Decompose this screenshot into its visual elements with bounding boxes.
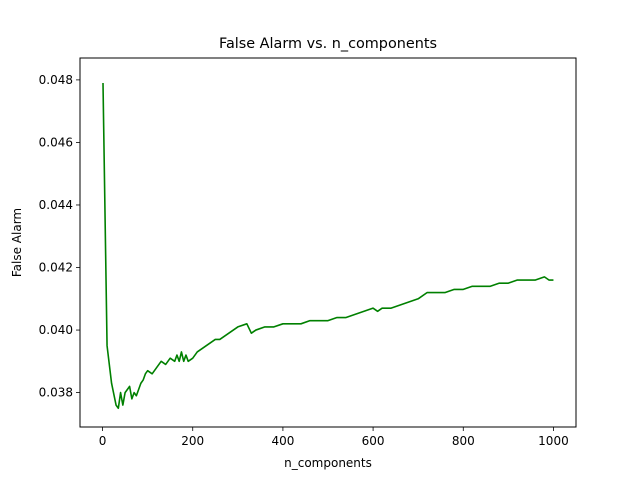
y-tick-label: 0.044 xyxy=(39,198,73,212)
y-axis-label: False Alarm xyxy=(10,208,24,277)
y-tick-label: 0.046 xyxy=(39,135,73,149)
chart-title: False Alarm vs. n_components xyxy=(219,36,437,52)
x-tick-label: 600 xyxy=(362,434,385,448)
x-tick-label: 0 xyxy=(99,434,107,448)
y-tick-label: 0.048 xyxy=(39,73,73,87)
plot-frame xyxy=(79,57,577,428)
x-tick-label: 1000 xyxy=(538,434,569,448)
axis-ticks: 0 200 400 600 800 1000 0.038 0.040 0.042 0.044 0.0… xyxy=(39,73,569,448)
x-tick-label: 800 xyxy=(452,434,475,448)
x-axis-label: n_components xyxy=(284,456,372,470)
y-tick-label: 0.042 xyxy=(39,261,73,275)
series-line-0 xyxy=(102,83,554,410)
x-tick-label: 200 xyxy=(181,434,204,448)
plot-area xyxy=(102,83,554,410)
y-tick-label: 0.038 xyxy=(39,386,73,400)
x-tick-label: 400 xyxy=(271,434,294,448)
y-tick-label: 0.040 xyxy=(39,323,73,337)
